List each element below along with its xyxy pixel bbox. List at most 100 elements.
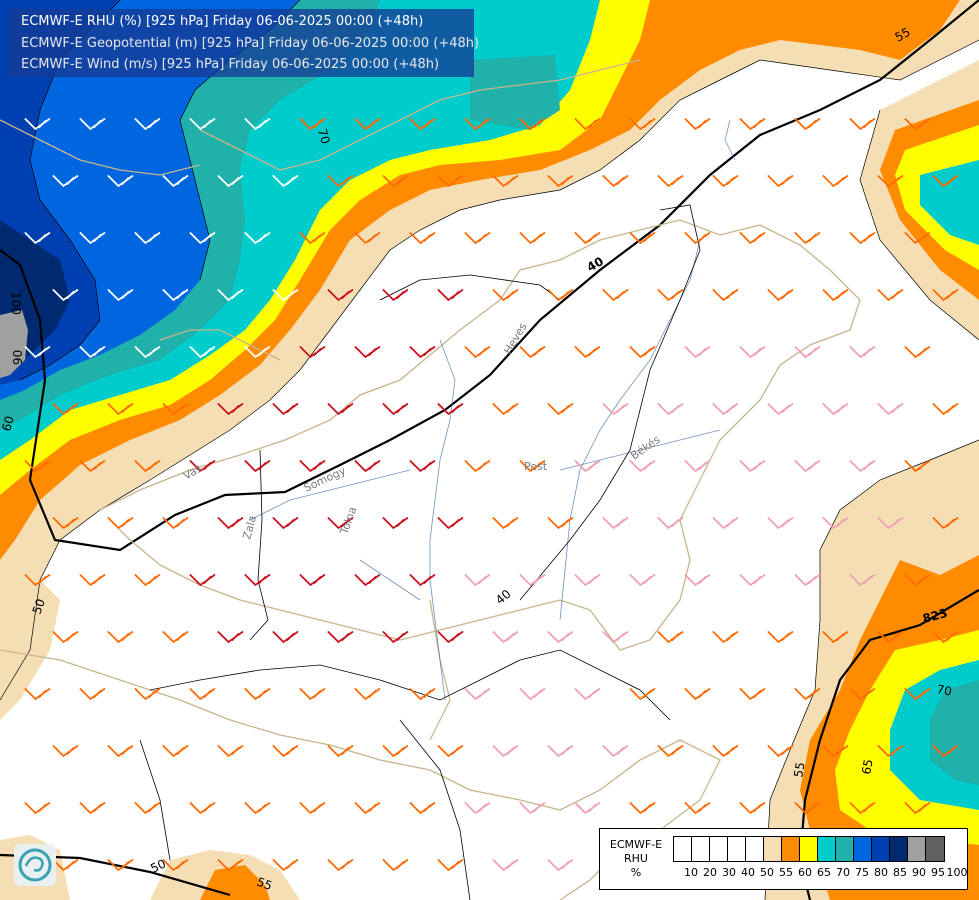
wind-barb xyxy=(602,631,629,644)
legend-swatch xyxy=(728,837,746,861)
wind-barb xyxy=(272,403,299,416)
contour-label-group: 70 55 55 40 40 823 70 65 55 50 50 60 90 … xyxy=(0,25,953,893)
wind-barb xyxy=(629,460,656,473)
wind-barb xyxy=(712,631,739,644)
wind-barb xyxy=(79,460,106,473)
title-rhu: ECMWF-E RHU (%) [925 hPa] Friday 06-06-2… xyxy=(21,14,424,29)
wind-barb xyxy=(244,460,271,473)
wind-barb xyxy=(492,517,519,530)
wind-barb xyxy=(382,289,409,302)
wind-barb xyxy=(822,289,849,302)
wind-barb xyxy=(932,289,959,302)
wind-barbs xyxy=(24,118,959,872)
wind-barb xyxy=(739,460,766,473)
wind-barb xyxy=(849,574,876,587)
legend-tick-label: 20 xyxy=(703,866,717,879)
wind-barb xyxy=(547,745,574,758)
wind-barb xyxy=(244,802,271,815)
wind-barb xyxy=(932,631,959,644)
wind-barb xyxy=(354,118,381,131)
wind-barb xyxy=(134,802,161,815)
wind-barb xyxy=(464,802,491,815)
wind-barb xyxy=(409,574,436,587)
wind-barb xyxy=(24,118,51,131)
wind-barb xyxy=(189,346,216,359)
wind-barb xyxy=(217,745,244,758)
wind-barb xyxy=(134,574,161,587)
wind-barb xyxy=(244,118,271,131)
wind-barb xyxy=(382,517,409,530)
legend-swatch xyxy=(872,837,890,861)
wind-barb xyxy=(519,460,546,473)
wind-barb xyxy=(849,688,876,701)
wind-barb xyxy=(272,745,299,758)
wind-barb xyxy=(24,232,51,245)
wind-barb xyxy=(272,517,299,530)
wind-barb xyxy=(52,745,79,758)
legend-tick-label: 60 xyxy=(798,866,812,879)
wind-barb xyxy=(849,346,876,359)
legend-tick-label: 95 xyxy=(931,866,945,879)
wind-barb xyxy=(602,403,629,416)
wind-barb xyxy=(162,175,189,188)
wind-barb xyxy=(657,403,684,416)
legend-unit: % xyxy=(630,866,642,879)
wind-barb xyxy=(107,517,134,530)
wind-barb xyxy=(877,517,904,530)
wind-barb xyxy=(162,403,189,416)
wind-barb xyxy=(299,802,326,815)
wind-barb xyxy=(767,517,794,530)
wind-barb xyxy=(327,175,354,188)
wind-barb xyxy=(519,346,546,359)
wind-barb xyxy=(107,403,134,416)
wind-barb xyxy=(437,631,464,644)
legend-model: ECMWF-E xyxy=(609,838,663,851)
wind-barb xyxy=(299,460,326,473)
wind-barb xyxy=(684,118,711,131)
wind-barb xyxy=(299,118,326,131)
wind-barb xyxy=(79,118,106,131)
ecmwf-logo-icon xyxy=(14,844,56,886)
wind-barb xyxy=(24,688,51,701)
wind-barb xyxy=(189,232,216,245)
wind-barb xyxy=(629,688,656,701)
wind-barb xyxy=(877,745,904,758)
legend-tick-label: 100 xyxy=(946,866,968,879)
wind-barb xyxy=(794,346,821,359)
wind-barb xyxy=(684,574,711,587)
wind-barb xyxy=(162,517,189,530)
wind-barb xyxy=(877,631,904,644)
wind-barb xyxy=(547,175,574,188)
wind-barb xyxy=(574,346,601,359)
wind-barb xyxy=(519,574,546,587)
wind-barb xyxy=(629,346,656,359)
wind-barb xyxy=(712,175,739,188)
wind-barb xyxy=(217,859,244,872)
wind-barb xyxy=(602,175,629,188)
rhu-fill-northeast xyxy=(860,60,979,340)
wind-barb xyxy=(162,859,189,872)
region-label: Zala xyxy=(240,514,259,541)
wind-barb xyxy=(547,517,574,530)
wind-barb xyxy=(134,460,161,473)
wind-barb xyxy=(189,460,216,473)
wind-barb xyxy=(932,745,959,758)
wind-barb xyxy=(849,118,876,131)
wind-barb xyxy=(629,232,656,245)
legend-tick-label: 10 xyxy=(684,866,698,879)
wind-barb xyxy=(739,574,766,587)
wind-barb xyxy=(162,745,189,758)
wind-barb xyxy=(409,346,436,359)
wind-barb xyxy=(217,517,244,530)
wind-barb xyxy=(382,175,409,188)
wind-barb xyxy=(354,232,381,245)
wind-barb xyxy=(162,289,189,302)
wind-barb xyxy=(932,175,959,188)
contour-label: 65 xyxy=(859,758,875,775)
wind-barb xyxy=(822,517,849,530)
wind-barb xyxy=(492,631,519,644)
wind-barb xyxy=(299,574,326,587)
wind-barb xyxy=(189,574,216,587)
wind-barb xyxy=(794,460,821,473)
